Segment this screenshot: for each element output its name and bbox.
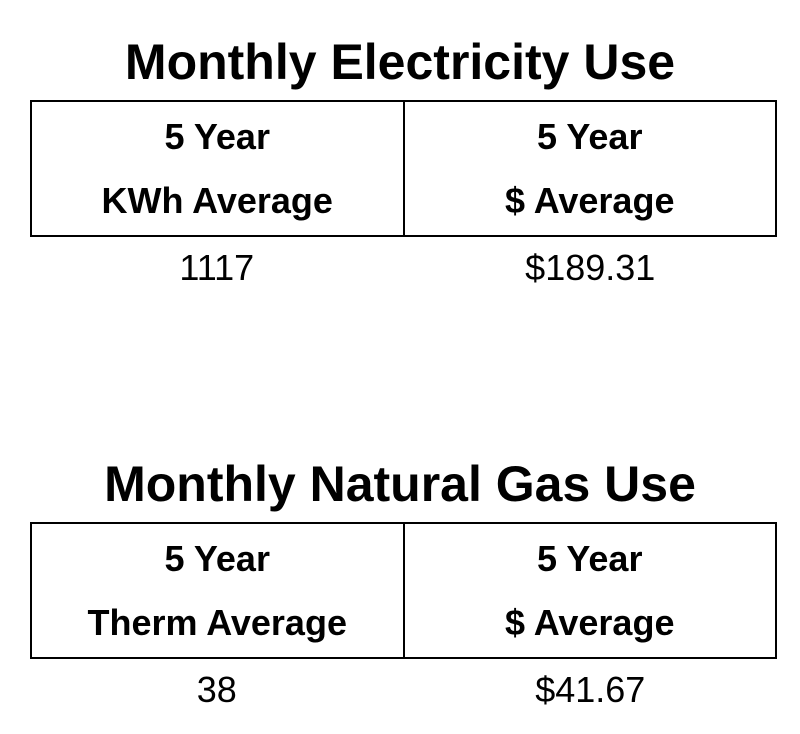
section-title: Monthly Natural Gas Use <box>104 456 696 512</box>
header-table: 5 Year KWh Average 5 Year $ Average <box>30 100 777 237</box>
header-line: 5 Year <box>537 115 643 157</box>
header-line: 5 Year <box>164 537 270 579</box>
header-table: 5 Year Therm Average 5 Year $ Average <box>30 522 777 659</box>
value: $41.67 <box>535 669 646 710</box>
value-row: 1117 $189.31 <box>30 244 777 292</box>
header-cell: 5 Year Therm Average <box>32 524 403 657</box>
value: $189.31 <box>525 247 656 288</box>
header-line: 5 Year <box>537 537 643 579</box>
header-line: 5 Year <box>164 115 270 157</box>
header-cell: 5 Year KWh Average <box>32 102 403 235</box>
header-line: $ Average <box>505 179 675 221</box>
value: 1117 <box>179 247 255 288</box>
header-cell: 5 Year $ Average <box>402 524 776 657</box>
value-row: 38 $41.67 <box>30 666 777 714</box>
header-cell: 5 Year $ Average <box>402 102 776 235</box>
header-line: KWh Average <box>101 179 333 221</box>
value: 38 <box>196 669 237 710</box>
section-title: Monthly Electricity Use <box>124 34 676 90</box>
header-line: $ Average <box>505 601 675 643</box>
header-line: Therm Average <box>87 601 347 643</box>
